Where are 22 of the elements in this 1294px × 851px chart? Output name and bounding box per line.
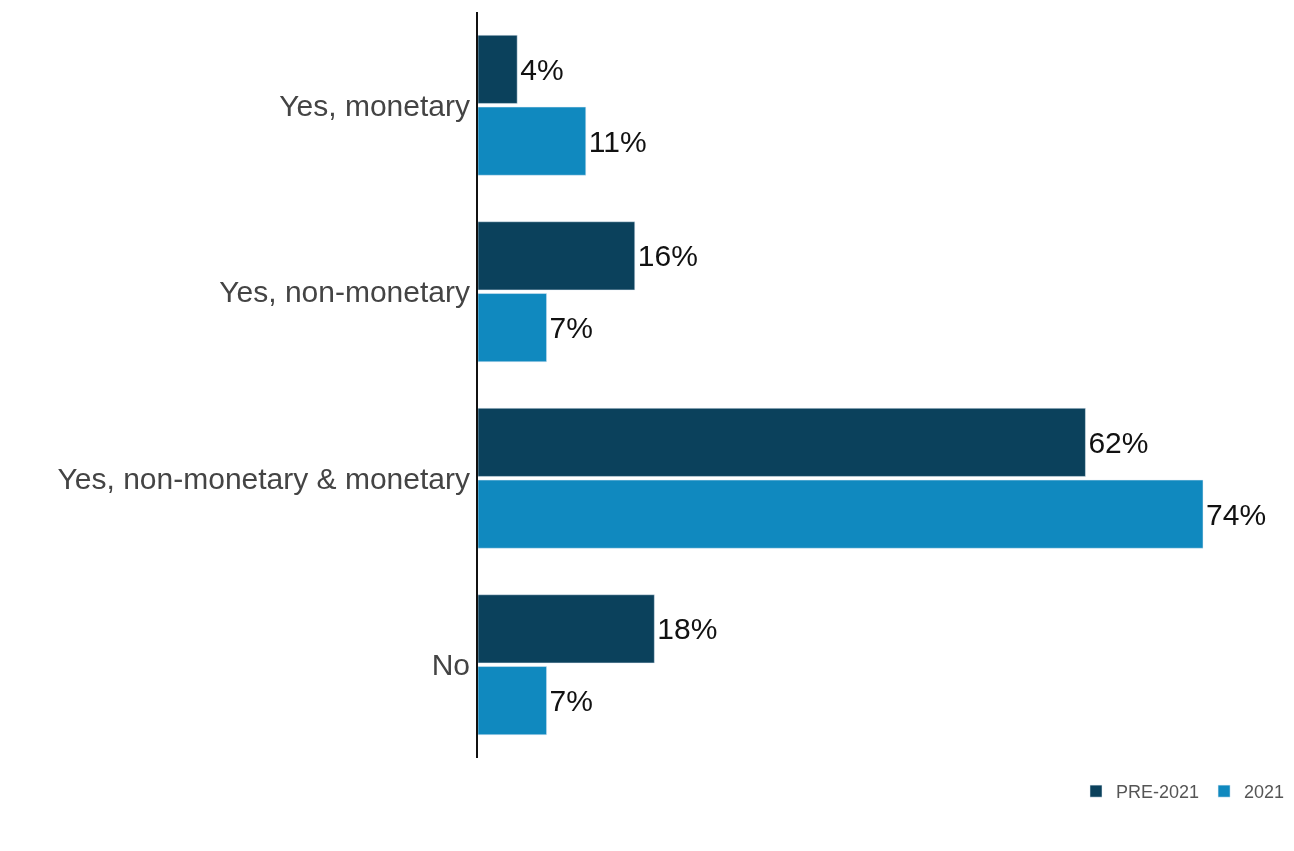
bar <box>478 594 655 664</box>
y-tick-label: Yes, monetary <box>279 88 470 122</box>
bar <box>478 221 636 291</box>
bar <box>478 106 587 176</box>
data-label: 7% <box>549 684 593 718</box>
y-tick-label: No <box>431 648 470 682</box>
bar <box>478 293 547 363</box>
legend-label: 2021 <box>1244 782 1285 803</box>
data-label: 7% <box>549 311 593 345</box>
legend-label: PRE-2021 <box>1116 782 1200 803</box>
bar <box>478 666 547 736</box>
bar <box>478 34 518 104</box>
bar <box>478 479 1204 549</box>
bar <box>478 407 1086 477</box>
data-label: 11% <box>588 124 647 158</box>
y-tick-label: Yes, non-monetary & monetary <box>57 461 470 495</box>
data-label: 62% <box>1088 425 1149 459</box>
data-label: 18% <box>657 612 718 646</box>
y-tick-label: Yes, non-monetary <box>219 275 470 309</box>
data-label: 4% <box>520 52 564 86</box>
data-label: 16% <box>637 239 698 273</box>
data-label: 74% <box>1206 497 1267 531</box>
